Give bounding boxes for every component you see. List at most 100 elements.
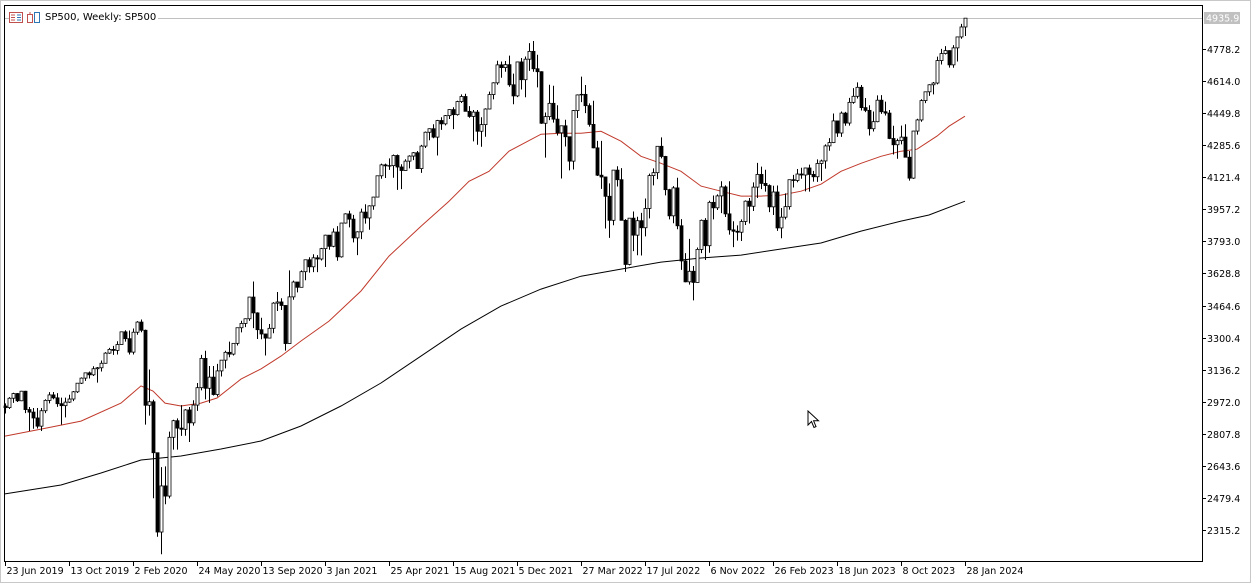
candle — [923, 91, 928, 104]
candle-body-bullish — [755, 174, 760, 188]
candle-body-bearish — [659, 145, 664, 157]
candle-body-bearish — [711, 201, 716, 209]
candle — [403, 159, 408, 171]
candle-body-bullish — [571, 110, 576, 162]
candle — [747, 198, 752, 224]
candle — [183, 409, 188, 436]
candle — [819, 159, 824, 181]
candle — [255, 312, 260, 340]
candle-body-bullish — [275, 301, 280, 304]
candle-body-bullish — [403, 160, 408, 171]
candle — [863, 98, 868, 113]
candle-body-bearish — [623, 219, 628, 265]
candle — [67, 394, 72, 403]
candle-body-bearish — [511, 84, 516, 97]
candle — [435, 119, 440, 156]
candle — [135, 321, 140, 335]
candle — [583, 84, 588, 114]
candle-body-bearish — [731, 229, 736, 232]
candle — [407, 155, 412, 169]
x-axis-tick-label: 6 Nov 2022 — [711, 566, 766, 577]
candle — [579, 76, 584, 103]
candle-body-bullish — [851, 95, 856, 103]
candle-body-bullish — [323, 234, 328, 250]
candle-body-bullish — [927, 84, 932, 93]
y-axis-tick-label: 2643.6 — [1207, 462, 1240, 473]
candle — [723, 185, 728, 217]
candle — [143, 329, 148, 425]
candle — [715, 194, 720, 210]
candle — [947, 50, 952, 68]
candle — [75, 382, 80, 393]
candle — [707, 200, 712, 253]
candle — [331, 228, 336, 248]
candle — [839, 111, 844, 137]
candle-body-bullish — [391, 155, 396, 167]
candle-body-bearish — [179, 427, 184, 430]
candle — [3, 403, 8, 414]
candle — [671, 186, 676, 224]
candle-body-bearish — [439, 120, 444, 125]
candle — [87, 371, 92, 379]
candle-body-bullish — [575, 94, 580, 111]
candle — [467, 106, 472, 118]
candle-body-bullish — [547, 102, 552, 118]
candle-body-bullish — [427, 128, 432, 133]
candle — [207, 366, 212, 403]
candle — [719, 181, 724, 214]
candle — [527, 43, 532, 71]
candle — [479, 117, 484, 147]
chart-symbol-icon[interactable] — [27, 11, 41, 23]
candle-body-bullish — [699, 219, 704, 250]
candle-body-bullish — [959, 26, 964, 38]
candle — [355, 231, 360, 256]
x-axis-tick-label: 3 Jan 2021 — [327, 566, 378, 577]
candle — [663, 155, 668, 196]
candle-body-bullish — [939, 53, 944, 61]
candle — [215, 363, 220, 397]
candle-body-bullish — [135, 321, 140, 333]
candle-body-bearish — [307, 259, 312, 268]
candle-body-bearish — [139, 321, 144, 331]
y-axis-tick-label: 2807.8 — [1207, 430, 1240, 441]
candle — [27, 407, 32, 432]
candle-body-bullish — [771, 191, 776, 208]
candle-body-bearish — [811, 174, 816, 178]
candle-body-bullish — [795, 173, 800, 181]
candle — [879, 95, 884, 114]
candle — [867, 105, 872, 136]
candle-body-bullish — [943, 50, 948, 54]
chart-title-bar: SP500, Weekly: SP500 — [9, 10, 159, 24]
candle-body-bullish — [647, 175, 652, 209]
candle-body-bearish — [679, 225, 684, 262]
candle-body-bearish — [907, 156, 912, 179]
candle-body-bullish — [371, 196, 376, 207]
candle — [699, 219, 704, 254]
candle — [919, 99, 924, 122]
candle — [823, 144, 828, 169]
candle-body-bearish — [151, 401, 156, 454]
candle-body-bullish — [743, 200, 748, 222]
candle — [811, 170, 816, 182]
candle-body-bullish — [435, 120, 440, 138]
list-view-icon[interactable] — [9, 11, 23, 23]
candle-body-bearish — [399, 166, 404, 171]
candle — [691, 266, 696, 301]
candle — [547, 84, 552, 121]
candle-body-bearish — [767, 185, 772, 208]
candle — [271, 302, 276, 334]
x-axis-tick-label: 8 Oct 2023 — [903, 566, 956, 577]
candle — [51, 391, 56, 400]
candle-body-bearish — [59, 403, 64, 407]
candle — [599, 140, 604, 189]
x-axis-tick-label: 13 Oct 2019 — [71, 566, 130, 577]
candle — [639, 212, 644, 256]
candle — [175, 418, 180, 450]
candle-body-bearish — [31, 411, 36, 419]
candle-body-bullish — [839, 112, 844, 134]
candle-body-bearish — [615, 169, 620, 181]
candle-body-bullish — [695, 249, 700, 283]
candle-body-bullish — [247, 296, 252, 320]
candle-body-bullish — [823, 145, 828, 162]
